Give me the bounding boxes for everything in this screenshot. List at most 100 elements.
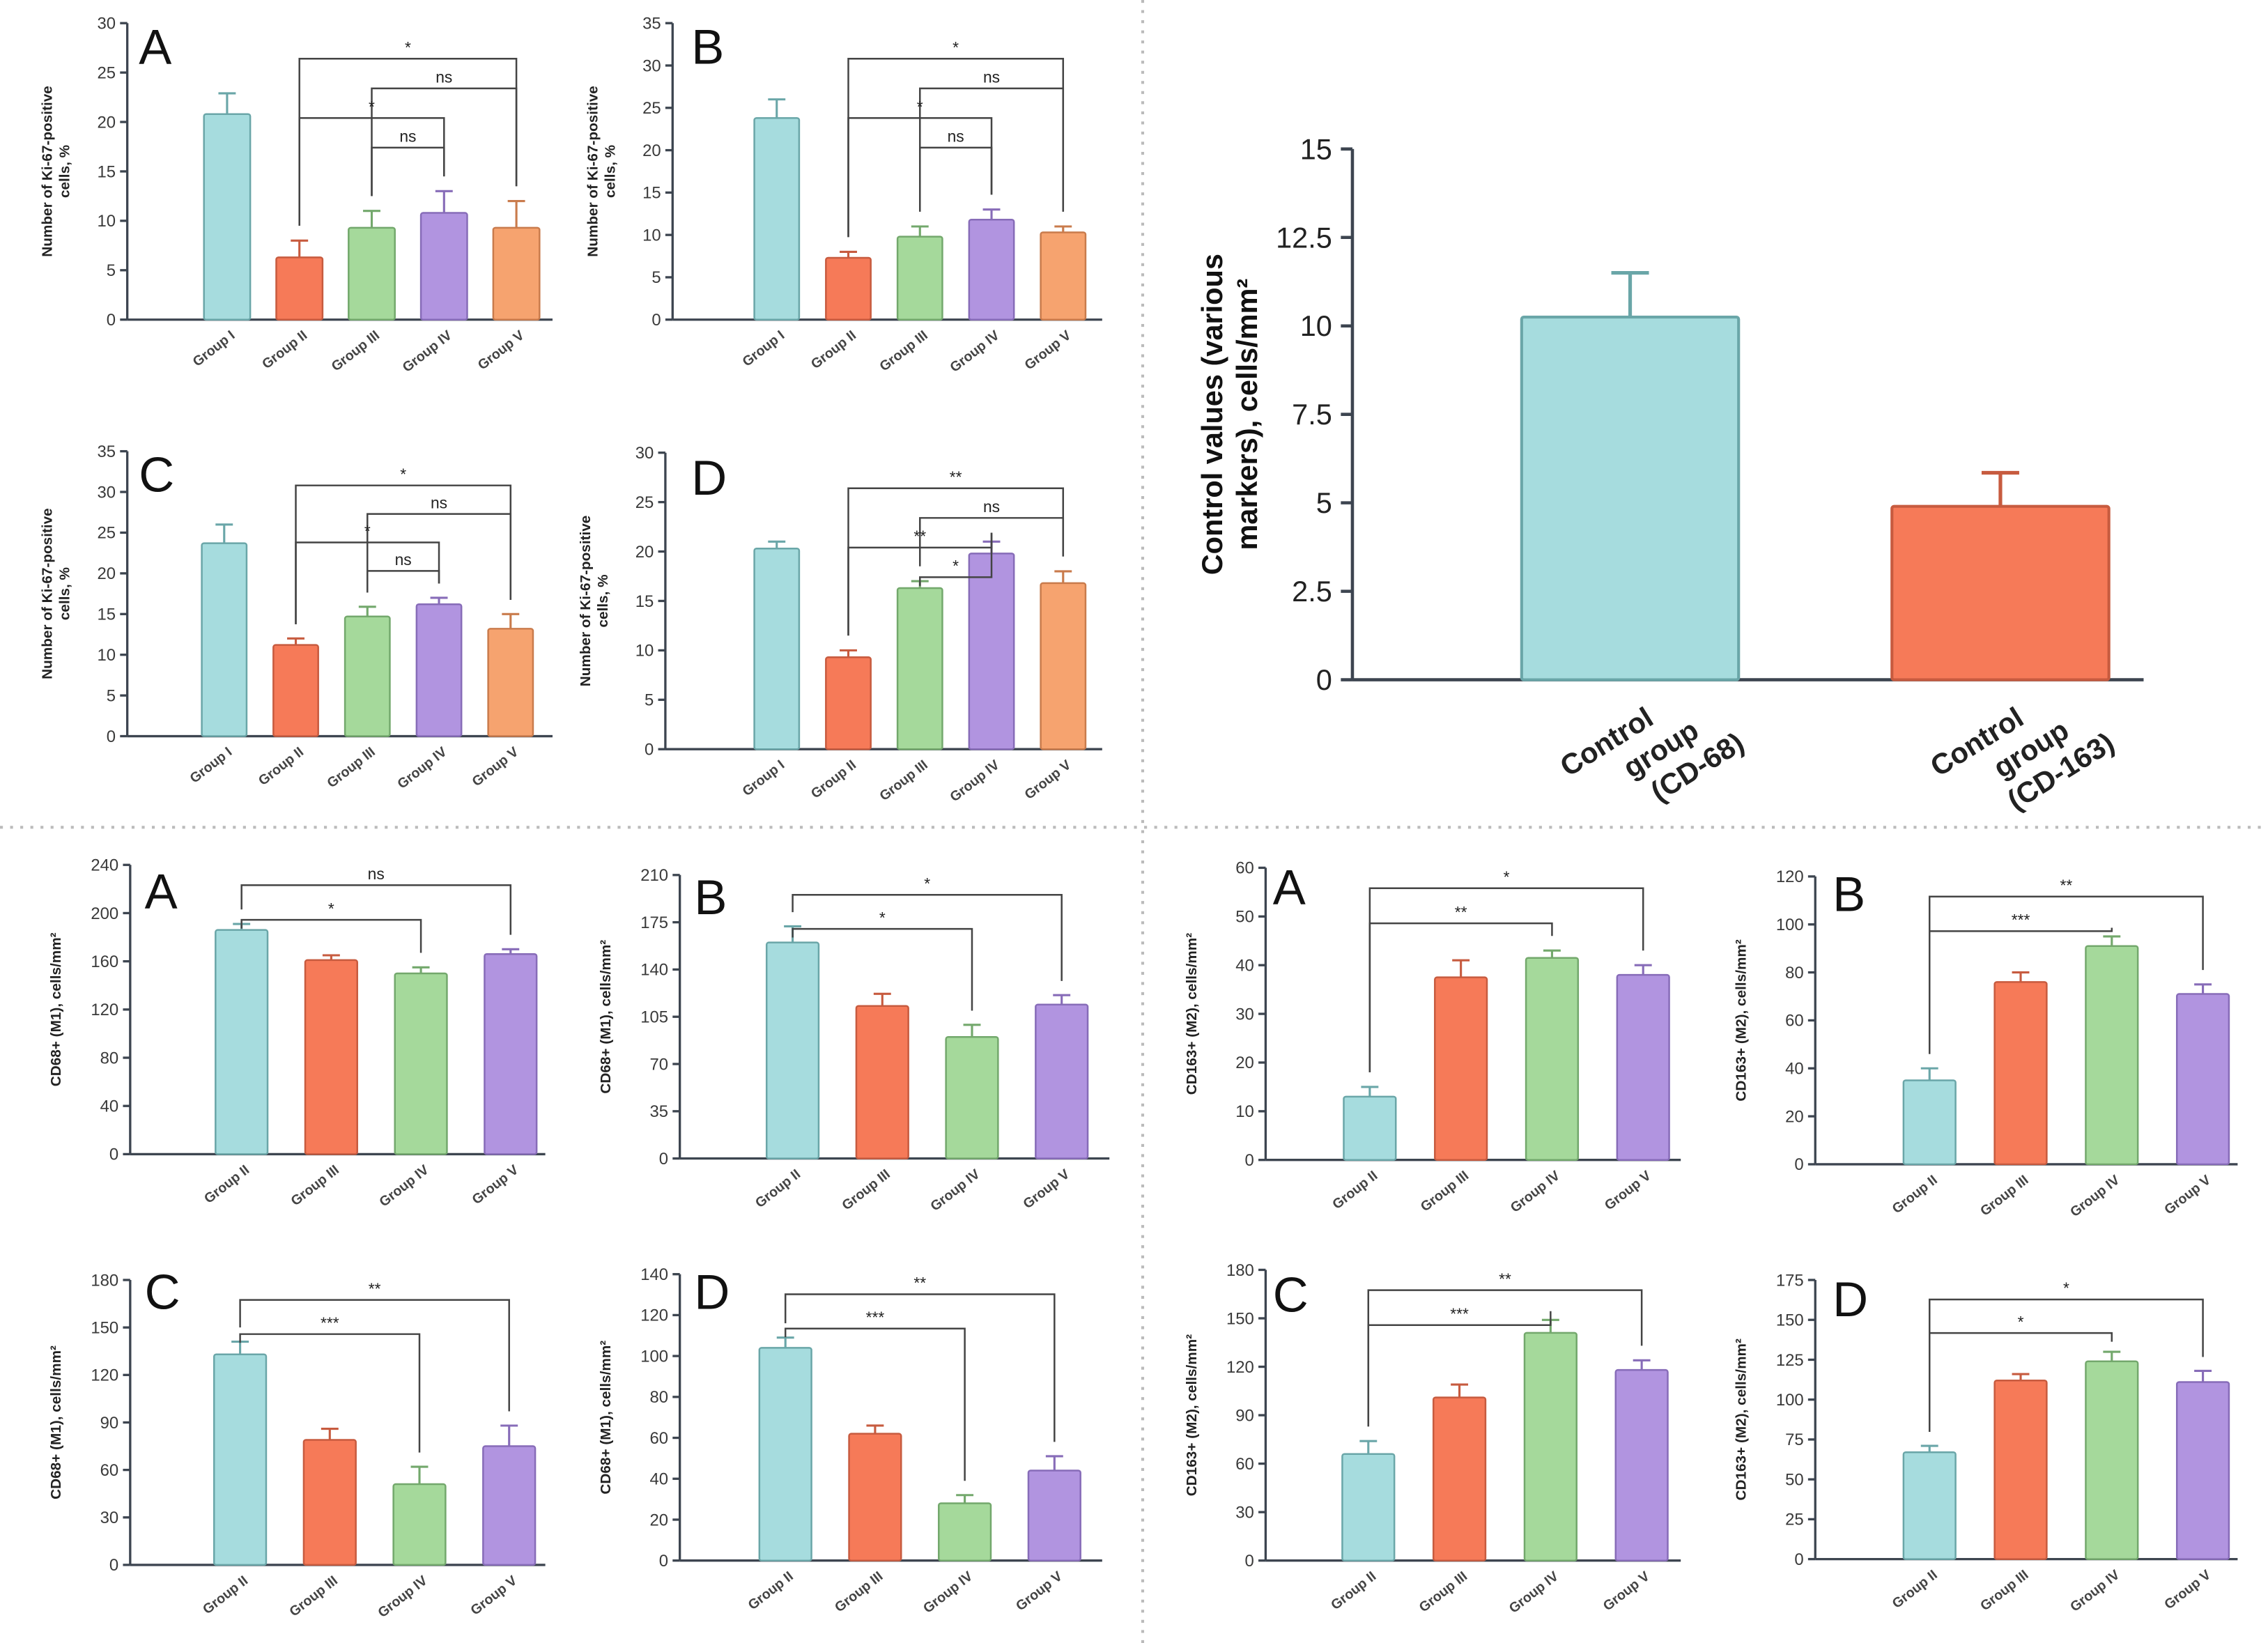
bar-1 xyxy=(275,256,324,321)
bar-2 xyxy=(394,972,448,1155)
bar-2 xyxy=(1525,957,1580,1161)
significance-label: ** xyxy=(369,1279,381,1297)
category-label: Group II xyxy=(1890,1567,1941,1612)
significance-label: ** xyxy=(1499,1270,1511,1288)
y-axis-label-line: Control values (various xyxy=(1196,254,1228,575)
y-tick-label: 140 xyxy=(640,1265,668,1284)
y-tick-label: 60 xyxy=(1235,859,1254,878)
bar-0 xyxy=(753,548,801,750)
significance-label: * xyxy=(917,98,923,116)
panel-letter: C xyxy=(1273,1267,1309,1322)
category-label: Group IV xyxy=(375,1573,431,1621)
category-label: Group V xyxy=(1020,1166,1073,1212)
y-tick-label: 70 xyxy=(650,1055,669,1074)
y-tick-label: 0 xyxy=(109,1146,118,1164)
category-label: Group II xyxy=(808,327,859,372)
category-label: Group V xyxy=(2161,1567,2214,1613)
category-label: Group V xyxy=(475,327,528,373)
significance-bracket xyxy=(1928,895,2204,1054)
significance-label: ns xyxy=(983,68,1000,86)
bar-2 xyxy=(392,1483,447,1566)
significance-bracket xyxy=(1928,927,2113,1054)
category-label: Group III xyxy=(1417,1568,1470,1615)
significance-label: *** xyxy=(321,1313,339,1332)
y-tick-label: 30 xyxy=(1235,1005,1254,1024)
y-axis-label: Control values (various markers), cells/m… xyxy=(1196,254,1263,575)
y-axis-label: Number of Ki-67-positive cells, % xyxy=(40,86,73,257)
category-label: Group IV xyxy=(1508,1168,1564,1216)
y-tick-label: 90 xyxy=(100,1414,119,1433)
category-label: Group III xyxy=(324,744,378,791)
significance-bracket xyxy=(295,541,440,624)
category-label: Group II xyxy=(259,327,310,372)
y-axis-label-line: CD68+ (M1), cells/mm² xyxy=(598,940,614,1094)
significance-label: ns xyxy=(431,493,447,511)
significance-label: *** xyxy=(866,1308,885,1326)
y-tick-label: 100 xyxy=(1776,916,1804,934)
significance-bracket xyxy=(919,146,993,212)
y-tick-label: 20 xyxy=(650,1511,669,1529)
y-axis-label-line: CD68+ (M1), cells/mm² xyxy=(598,1341,614,1495)
bar-3 xyxy=(1616,973,1670,1161)
y-tick-label: 5 xyxy=(651,268,661,287)
y-tick-label: 50 xyxy=(1235,908,1254,927)
category-label: Group IV xyxy=(947,757,1003,805)
y-tick-label: 0 xyxy=(1245,1552,1254,1571)
y-tick-label: 0 xyxy=(651,311,661,330)
significance-label: * xyxy=(879,909,886,927)
significance-bracket xyxy=(1367,1311,1552,1427)
y-axis-label-line: CD68+ (M1), cells/mm² xyxy=(48,932,64,1086)
bar-1 xyxy=(302,1439,357,1566)
chart-cd68-panel-B: 0 35 70 105 140 175 210 CD68+ (M1), cells/mm² B G… xyxy=(598,866,1110,1214)
category-label: Group I xyxy=(187,744,236,786)
bar-4 xyxy=(487,628,534,737)
y-tick-label: 2.5 xyxy=(1292,575,1332,608)
category-label: Group I xyxy=(739,757,787,799)
y-axis-label: Number of Ki-67-positive cells, % xyxy=(585,86,618,257)
bar-3 xyxy=(1035,1003,1089,1159)
panel-letter: D xyxy=(1833,1272,1868,1327)
category-label: Group III xyxy=(832,1568,886,1615)
significance-bracket xyxy=(784,1293,1056,1442)
y-tick-label: 15 xyxy=(642,184,661,203)
significance-label: ns xyxy=(395,550,412,569)
y-tick-label: 30 xyxy=(1235,1503,1254,1522)
significance-label: ** xyxy=(913,1274,926,1292)
y-tick-label: 0 xyxy=(659,1552,668,1571)
y-tick-label: 240 xyxy=(91,856,118,875)
significance-label: * xyxy=(952,38,959,56)
panel-letter: B xyxy=(691,19,724,74)
y-axis-label: CD68+ (M1), cells/mm² xyxy=(48,1345,64,1499)
bar-0 xyxy=(1902,1079,1957,1166)
bar-3 xyxy=(968,553,1015,750)
bar-2 xyxy=(344,615,391,737)
y-tick-label: 200 xyxy=(91,904,118,923)
y-tick-label: 20 xyxy=(1235,1054,1254,1072)
y-tick-label: 0 xyxy=(1316,663,1332,696)
bar-1 xyxy=(304,959,358,1155)
y-axis-label-line: CD163+ (M2), cells/mm² xyxy=(1184,933,1200,1095)
y-tick-label: 80 xyxy=(1785,964,1804,982)
y-tick-label: 60 xyxy=(650,1429,669,1448)
category-label: Group II xyxy=(753,1166,803,1211)
category-label: Group V xyxy=(468,1573,520,1619)
significance-bracket xyxy=(367,570,440,593)
y-tick-label: 80 xyxy=(100,1049,119,1067)
y-tick-label: 0 xyxy=(1794,1155,1803,1174)
y-axis-label: CD68+ (M1), cells/mm² xyxy=(48,932,64,1086)
category-label: Group V xyxy=(1013,1568,1066,1614)
bar-4 xyxy=(1040,231,1087,321)
significance-label: ** xyxy=(913,527,926,546)
y-axis-label: Number of Ki-67-positive cells, % xyxy=(578,516,611,687)
panel-letter: C xyxy=(139,447,174,502)
y-axis-label-line: Number of Ki-67-positive xyxy=(40,86,56,257)
category-label: Group IV xyxy=(927,1166,983,1214)
y-tick-label: 120 xyxy=(91,1366,118,1385)
significance-bracket xyxy=(792,894,1063,981)
y-tick-label: 60 xyxy=(100,1461,119,1480)
y-tick-label: 10 xyxy=(98,212,116,231)
y-tick-label: 5 xyxy=(645,691,654,710)
y-tick-label: 50 xyxy=(1785,1470,1804,1489)
y-tick-label: 175 xyxy=(640,913,668,932)
bar-0 xyxy=(215,929,269,1155)
